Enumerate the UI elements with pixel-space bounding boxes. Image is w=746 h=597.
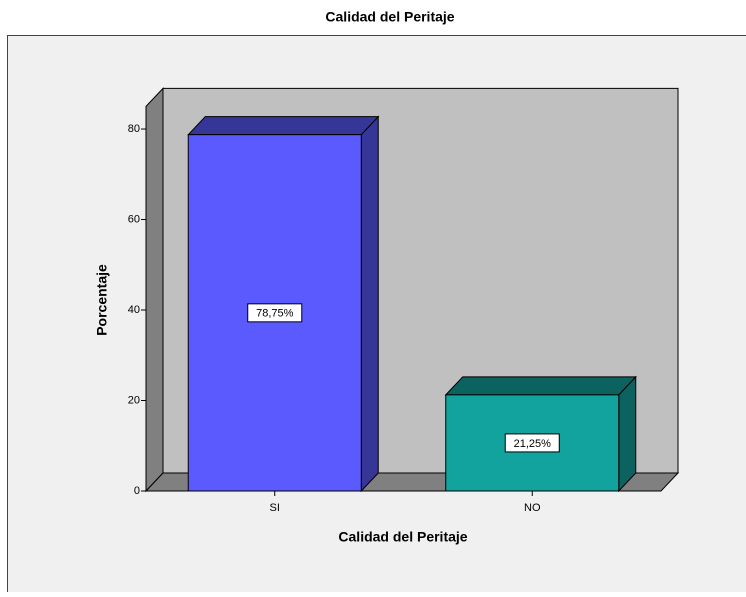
y-axis-title: Porcentaje [94,264,110,336]
y-tick-label: 40 [128,304,140,316]
chart-title: Calidad del Peritaje [325,9,454,25]
x-tick-label: SI [270,502,280,514]
y-tick-label: 20 [128,394,140,406]
bar-top [446,377,636,395]
value-label: 78,75% [256,308,294,320]
x-tick-label: NO [524,502,541,514]
bar-side [619,377,636,491]
y-tick-label: 80 [128,123,140,135]
bar-top [188,117,378,135]
y-tick-label: 0 [134,485,140,497]
left-wall [146,88,163,491]
y-tick-label: 60 [128,213,140,225]
bar-side [361,117,378,491]
value-label: 21,25% [514,438,552,450]
x-axis-title: Calidad del Peritaje [338,529,467,545]
